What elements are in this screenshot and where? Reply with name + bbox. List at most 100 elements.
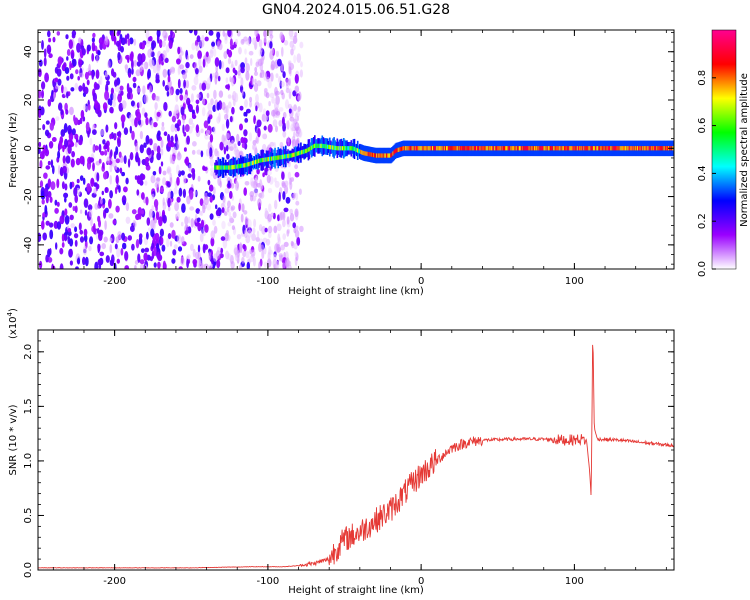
noise-speckle — [293, 227, 297, 234]
y-tick-label: 0.5 — [23, 508, 34, 524]
carrier-core — [352, 146, 355, 151]
carrier-core — [576, 146, 579, 151]
carrier-core — [426, 146, 429, 151]
noise-speckle — [83, 228, 88, 237]
noise-speckle — [97, 50, 101, 56]
noise-speckle — [151, 42, 155, 51]
noise-speckle — [186, 97, 191, 106]
noise-speckle — [66, 91, 69, 99]
carrier-core — [284, 154, 286, 159]
noise-speckle — [293, 38, 298, 44]
noise-speckle — [65, 109, 69, 115]
carrier-core — [272, 156, 274, 161]
noise-speckle — [145, 39, 151, 48]
noise-speckle — [98, 219, 101, 228]
carrier-core — [617, 146, 620, 151]
noise-speckle — [106, 156, 111, 164]
noise-speckle — [178, 266, 183, 269]
carrier-core — [491, 146, 493, 151]
carrier-core — [442, 146, 445, 151]
noise-speckle — [246, 261, 250, 269]
noise-speckle — [139, 130, 143, 140]
colorbar-tick-label: 0.8 — [697, 70, 708, 86]
colorbar-bar — [711, 29, 737, 270]
carrier-core — [214, 165, 216, 170]
noise-speckle — [162, 177, 167, 186]
noise-speckle — [162, 170, 167, 176]
carrier-core — [580, 146, 582, 151]
carrier-core — [225, 165, 227, 170]
noise-speckle — [170, 135, 174, 143]
carrier-core — [308, 147, 311, 152]
carrier-core — [260, 158, 262, 163]
carrier-core — [485, 146, 488, 151]
carrier-core — [390, 153, 392, 158]
noise-speckle — [280, 81, 285, 88]
noise-speckle — [209, 147, 213, 158]
noise-speckle — [114, 122, 118, 130]
noise-speckle — [282, 262, 286, 269]
noise-speckle — [191, 42, 196, 51]
carrier-core — [499, 146, 502, 151]
noise-speckle — [206, 203, 212, 211]
carrier-core — [611, 146, 613, 151]
noise-speckle — [122, 199, 126, 206]
carrier-core — [269, 156, 271, 162]
noise-speckle — [210, 237, 215, 247]
carrier-core — [262, 157, 265, 163]
noise-speckle — [54, 199, 58, 206]
noise-speckle — [135, 69, 141, 77]
carrier-core — [517, 146, 520, 151]
noise-speckle — [99, 251, 105, 257]
carrier-core — [605, 146, 608, 151]
noise-speckle — [252, 37, 257, 46]
noise-speckle — [125, 64, 129, 73]
noise-speckle — [224, 36, 228, 45]
noise-speckle — [175, 88, 180, 96]
carrier-core — [259, 158, 261, 163]
noise-speckle — [125, 202, 130, 212]
carrier-core — [314, 143, 316, 148]
noise-speckle — [288, 66, 292, 75]
carrier-core — [493, 146, 495, 151]
carrier-core — [595, 146, 597, 151]
carrier-core — [645, 146, 648, 151]
noise-speckle — [225, 230, 229, 237]
carrier-core — [518, 146, 521, 151]
carrier-core — [356, 148, 359, 153]
carrier-core — [655, 146, 657, 151]
carrier-core — [471, 146, 474, 151]
noise-speckle — [240, 213, 244, 223]
noise-speckle — [282, 191, 286, 200]
noise-speckle — [72, 205, 76, 212]
carrier-core — [261, 158, 263, 163]
noise-speckle — [208, 184, 214, 192]
noise-speckle — [151, 242, 155, 250]
noise-speckle — [263, 36, 267, 43]
noise-speckle — [149, 138, 153, 146]
noise-speckle — [134, 265, 137, 269]
carrier-core — [286, 154, 288, 159]
noise-speckle — [218, 59, 222, 70]
noise-speckle — [120, 37, 126, 46]
carrier-core — [223, 165, 226, 170]
noise-speckle — [244, 118, 249, 123]
noise-speckle — [286, 229, 290, 237]
carrier-core — [596, 146, 598, 151]
carrier-core — [564, 146, 566, 151]
noise-speckle — [154, 182, 160, 188]
noise-speckle — [294, 171, 300, 178]
noise-speckle — [44, 72, 49, 83]
noise-speckle — [244, 142, 248, 150]
noise-speckle — [279, 141, 284, 148]
noise-speckle — [163, 131, 168, 136]
noise-speckle — [244, 99, 248, 108]
noise-speckle — [56, 31, 60, 36]
carrier-core — [275, 155, 277, 161]
noise-speckle — [48, 222, 54, 228]
noise-speckle — [241, 256, 245, 264]
noise-speckle — [115, 174, 119, 185]
noise-speckle — [78, 222, 82, 231]
noise-speckle — [133, 38, 137, 46]
figure-title: GN04.2024.015.06.51.G28 — [262, 2, 450, 18]
